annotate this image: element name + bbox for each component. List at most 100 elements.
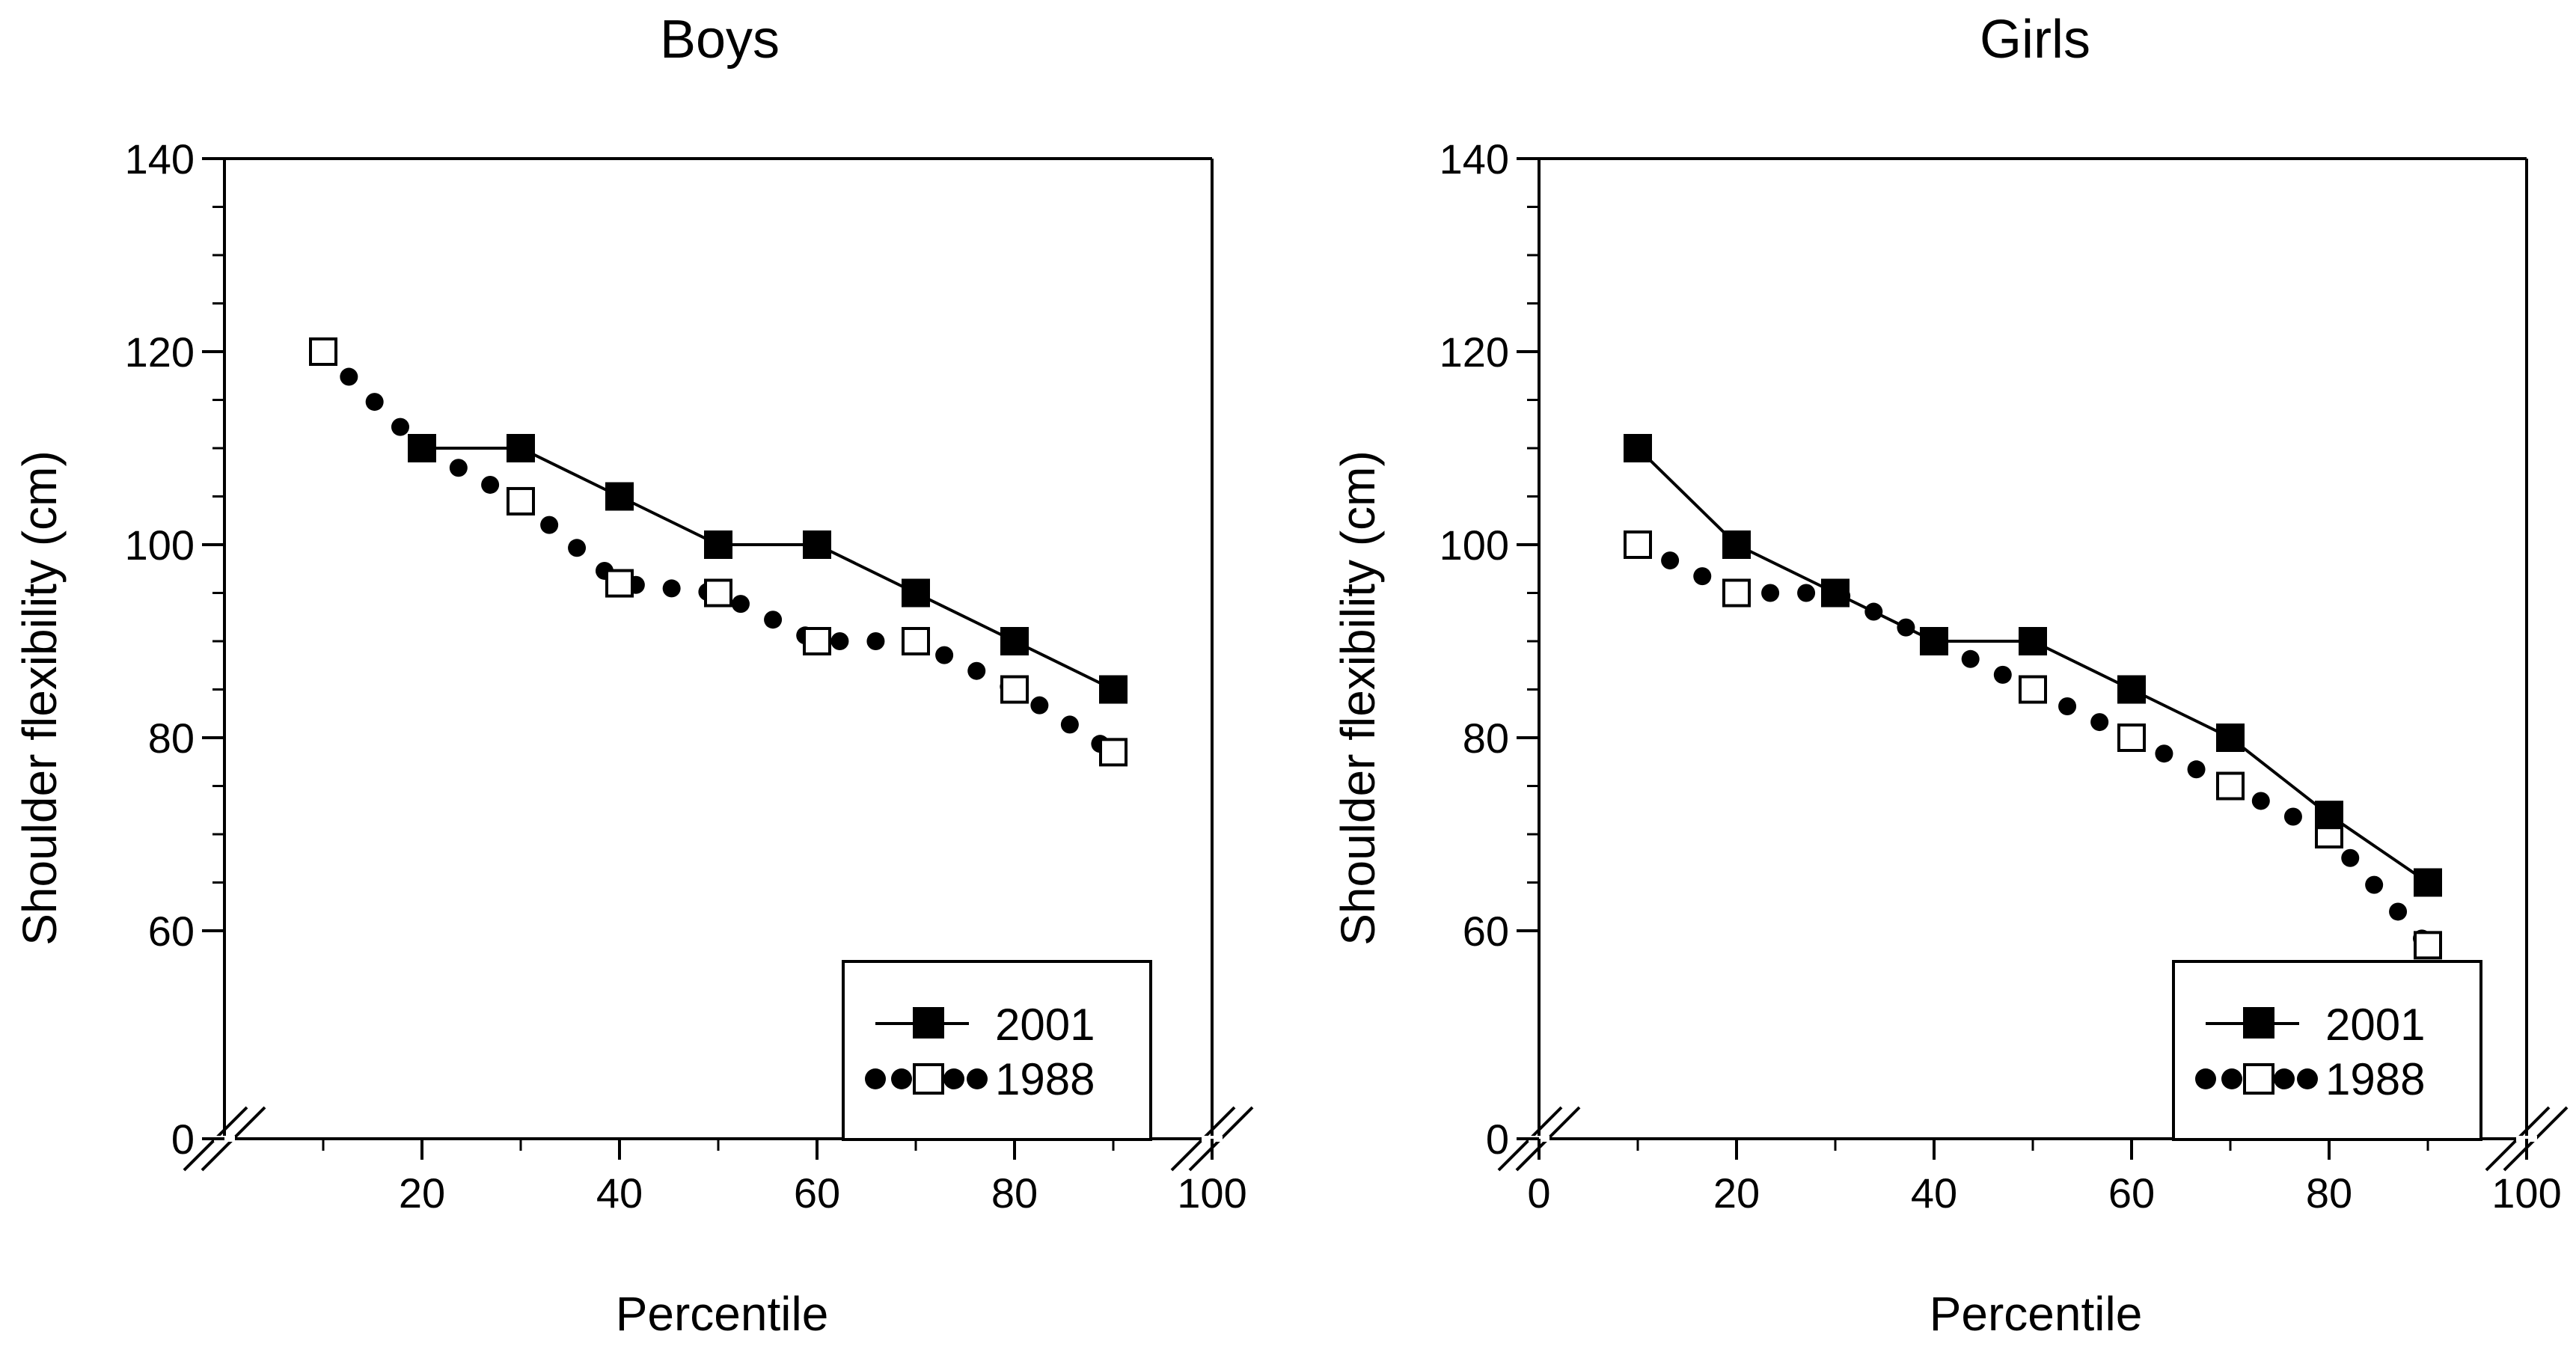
y-tick-label: 140 [125, 135, 195, 183]
series-1988-dot [935, 646, 954, 664]
plot-area: 0 60 80 100 120 140 20 40 60 80 100 [125, 135, 1254, 1217]
series-2001-point [605, 482, 634, 511]
series-2001-point [902, 578, 930, 608]
series-1988-point [1099, 738, 1128, 767]
legend-1988-dot [967, 1068, 988, 1089]
legend-2001-marker [913, 1007, 944, 1039]
series-1988-dot [340, 367, 358, 386]
legend-box [2172, 960, 2482, 1141]
series-2001-point [803, 530, 831, 559]
legend: 2001 1988 [842, 960, 1152, 1141]
series-1988-point [1624, 530, 1652, 559]
series-2001-point [2019, 627, 2047, 655]
x-tick-label: 100 [2491, 1169, 2561, 1217]
x-tick-label: 80 [2306, 1169, 2352, 1217]
series-1988-dot [568, 539, 587, 557]
series-1988-dot [2341, 848, 2360, 867]
x-tick-label: 60 [2108, 1169, 2155, 1217]
series-2001-line [422, 447, 1114, 691]
chart-title: Boys [660, 10, 780, 70]
legend-box [842, 960, 1152, 1141]
series-1988-point [1722, 578, 1751, 608]
series-2001-point [1821, 578, 1850, 608]
series-1988-dot [2389, 902, 2408, 921]
y-axis-label: Shoulder flexibility (cm) [13, 450, 67, 946]
series-1988-dot [967, 661, 986, 680]
legend: 2001 1988 [2172, 960, 2482, 1141]
y-tick-label: 80 [148, 715, 195, 762]
legend-1988-dot [2221, 1068, 2242, 1089]
series-1988-point [803, 627, 831, 655]
series-2001-point [2414, 868, 2442, 897]
series-1988-dot [2365, 875, 2384, 894]
x-tick-label: 20 [399, 1169, 445, 1217]
legend-1988-dot [2274, 1068, 2295, 1089]
legend-1988-dot [2297, 1068, 2318, 1089]
series-2001-point [704, 530, 732, 559]
girls-chart: Girls Shoulder flexibility (cm) Percenti… [1331, 10, 2569, 1341]
series-2001-point [2315, 801, 2343, 830]
series-2001-point [507, 434, 535, 462]
series-1988-dot [2058, 697, 2077, 716]
y-tick-label: 100 [125, 521, 195, 569]
series-1988-point [309, 337, 337, 366]
series-1988-dot [2090, 713, 2109, 732]
series-1988-point [507, 486, 535, 516]
series-1988-dot [731, 595, 750, 614]
series-1988-point [2414, 931, 2442, 960]
series-1988-dot [1961, 649, 1980, 668]
series-1988-dot [449, 459, 468, 477]
x-tick-label: 80 [991, 1169, 1038, 1217]
legend-2001-marker [2243, 1007, 2274, 1039]
legend-1988-dot [891, 1068, 912, 1089]
series-1988-dot [365, 393, 384, 412]
y-tick-label: 60 [148, 908, 195, 955]
y-tick-label: 80 [1463, 715, 1509, 762]
series-1988-dot [2155, 744, 2173, 763]
y-tick-label: 140 [1440, 135, 1509, 183]
series-1988-dot [764, 611, 783, 629]
series-1988-point [605, 569, 634, 598]
boys-chart: Boys Shoulder flexibility (cm) Percentil… [13, 10, 1254, 1341]
series-1988-dot [830, 632, 849, 650]
x-tick-label: 100 [1177, 1169, 1246, 1217]
series-2001-point [1920, 627, 1948, 655]
legend-1988-dot [2195, 1068, 2216, 1089]
series-1988-dot [1693, 567, 1712, 586]
series-1988-dot [662, 579, 681, 598]
y-tick-label: 120 [1440, 328, 1509, 376]
legend-1988-marker [2243, 1063, 2274, 1095]
series-2001-point [1099, 675, 1128, 704]
legend-1988-dot [865, 1068, 886, 1089]
series-2001-point [1624, 434, 1652, 462]
series-1988-dot [1661, 551, 1680, 570]
legend-1988-marker [913, 1063, 944, 1095]
series-1988-point [2117, 724, 2146, 752]
x-tick-label: 60 [794, 1169, 840, 1217]
series-1988-dot [540, 516, 559, 534]
series-1988-point [2019, 675, 2047, 704]
legend-1988-dot [943, 1068, 964, 1089]
y-axis-label: Shoulder flexibility (cm) [1331, 450, 1385, 946]
series-1988-dot [481, 475, 500, 494]
series-2001-point [1722, 530, 1751, 559]
series-1988-dot [1797, 584, 1816, 602]
x-tick-label: 40 [596, 1169, 643, 1217]
legend-2001-label: 2001 [995, 1000, 1095, 1050]
legend-2001-label: 2001 [2325, 1000, 2425, 1050]
series-1988-dot [391, 417, 409, 436]
x-tick-label: 0 [1527, 1169, 1550, 1217]
series-2001-point [408, 434, 436, 462]
y-tick-label: 0 [1486, 1116, 1509, 1163]
series-1988-dot [2251, 792, 2270, 810]
series-1988-dot [1897, 618, 1915, 637]
x-axis-label: Percentile [1930, 1287, 2143, 1341]
series-2001-point [2216, 724, 2245, 752]
x-tick-label: 20 [1713, 1169, 1760, 1217]
series-1988-dot [1761, 584, 1780, 602]
chart-title: Girls [1980, 10, 2090, 70]
series-2001-point [2117, 675, 2146, 704]
series-2001-point [1000, 627, 1029, 655]
y-tick-label: 0 [171, 1116, 195, 1163]
